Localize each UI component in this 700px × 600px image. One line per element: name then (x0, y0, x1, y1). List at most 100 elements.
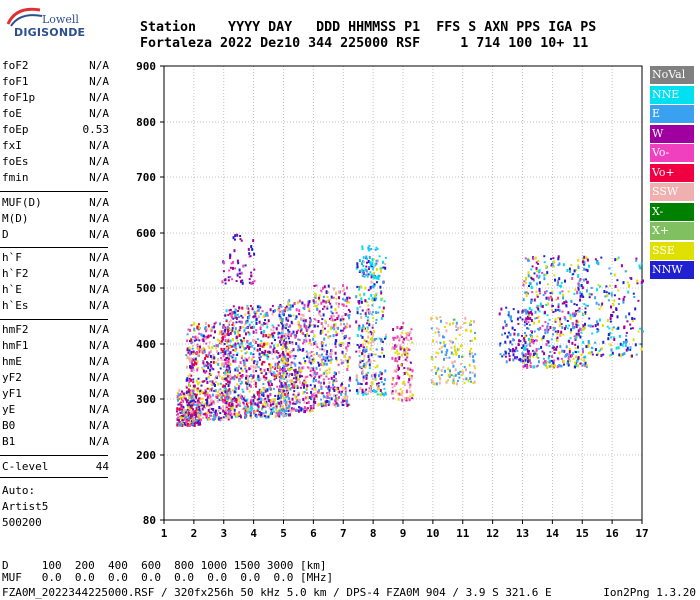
echo-point (606, 294, 609, 298)
echo-point (502, 326, 505, 330)
echo-point (279, 316, 282, 320)
echo-point (300, 409, 303, 412)
echo-point (343, 323, 346, 326)
echo-point (545, 343, 548, 347)
echo-point (280, 371, 283, 374)
echo-point (574, 288, 577, 291)
echo-point (285, 364, 288, 366)
echo-point (313, 318, 316, 321)
echo-point (208, 404, 211, 407)
echo-point (176, 417, 179, 420)
echo-point (236, 313, 239, 316)
echo-point (452, 353, 455, 356)
echo-point (288, 368, 291, 372)
echo-point (208, 411, 211, 414)
echo-point (333, 389, 336, 392)
echo-point (581, 347, 584, 351)
echo-point (188, 383, 191, 387)
echo-point (185, 413, 188, 416)
echo-point (306, 384, 309, 387)
echo-point (228, 404, 231, 407)
echo-point (265, 378, 268, 381)
echo-point (635, 353, 638, 356)
echo-point (315, 305, 318, 308)
echo-point (283, 377, 286, 380)
echo-point (598, 318, 601, 322)
echo-point (198, 348, 201, 351)
echo-point (345, 402, 348, 405)
echo-point (272, 348, 275, 352)
echo-point (569, 331, 572, 334)
echo-point (282, 350, 284, 354)
y-tick-label: 80 (143, 514, 156, 527)
echo-point (438, 348, 441, 350)
echo-point (537, 347, 540, 350)
echo-point (196, 389, 199, 393)
param-name: fxI (2, 139, 22, 152)
echo-point (529, 334, 532, 336)
echo-point (318, 310, 321, 313)
echo-point (299, 324, 302, 328)
echo-point (528, 281, 531, 285)
echo-point (367, 260, 370, 263)
param-row-hme: hmE N/A (2, 354, 109, 370)
echo-point (371, 258, 374, 262)
echo-point (308, 360, 311, 364)
echo-point (371, 381, 374, 385)
echo-point (572, 352, 575, 356)
echo-point (499, 353, 502, 356)
echo-point (524, 335, 527, 339)
echo-point (364, 391, 367, 394)
echo-point (319, 383, 322, 387)
param-name: fmin (2, 171, 29, 184)
echo-point (377, 311, 380, 314)
echo-point (247, 402, 250, 405)
echo-point (369, 337, 372, 341)
echo-point (307, 396, 310, 400)
echo-point (348, 314, 351, 316)
echo-point (269, 370, 272, 374)
echo-point (223, 410, 226, 413)
echo-point (380, 291, 383, 295)
echo-point (545, 364, 547, 367)
echo-point (190, 397, 193, 400)
echo-point (304, 376, 307, 380)
echo-point (501, 333, 504, 336)
echo-point (234, 313, 237, 317)
echo-point (292, 382, 295, 385)
echo-point (332, 383, 334, 387)
echo-point (211, 387, 214, 390)
echo-point (381, 392, 383, 395)
echo-point (550, 359, 553, 362)
echo-point (324, 400, 327, 404)
echo-point (327, 359, 330, 362)
param-name: B0 (2, 419, 16, 432)
echo-point (292, 384, 295, 388)
echo-point (253, 411, 256, 414)
echo-point (374, 379, 377, 382)
echo-point (284, 344, 287, 348)
param-name: h`F (2, 251, 22, 264)
echo-point (247, 307, 250, 310)
echo-point (276, 344, 279, 347)
echo-point (203, 404, 206, 408)
echo-point (562, 360, 565, 363)
echo-point (248, 390, 251, 393)
echo-point (252, 374, 255, 378)
param-name: C-level (2, 460, 49, 473)
echo-point (239, 377, 241, 380)
echo-point (276, 385, 279, 388)
echo-point (273, 344, 275, 348)
echo-point (255, 341, 257, 344)
echo-point (358, 285, 361, 289)
echo-point (556, 357, 559, 360)
echo-point (227, 414, 230, 418)
echo-point (536, 274, 539, 278)
echo-point (527, 327, 530, 330)
echo-point (540, 304, 543, 308)
echo-point (342, 361, 345, 364)
echo-point (286, 305, 288, 308)
echo-point (193, 336, 196, 339)
echo-point (207, 408, 210, 412)
echo-point (348, 301, 351, 304)
